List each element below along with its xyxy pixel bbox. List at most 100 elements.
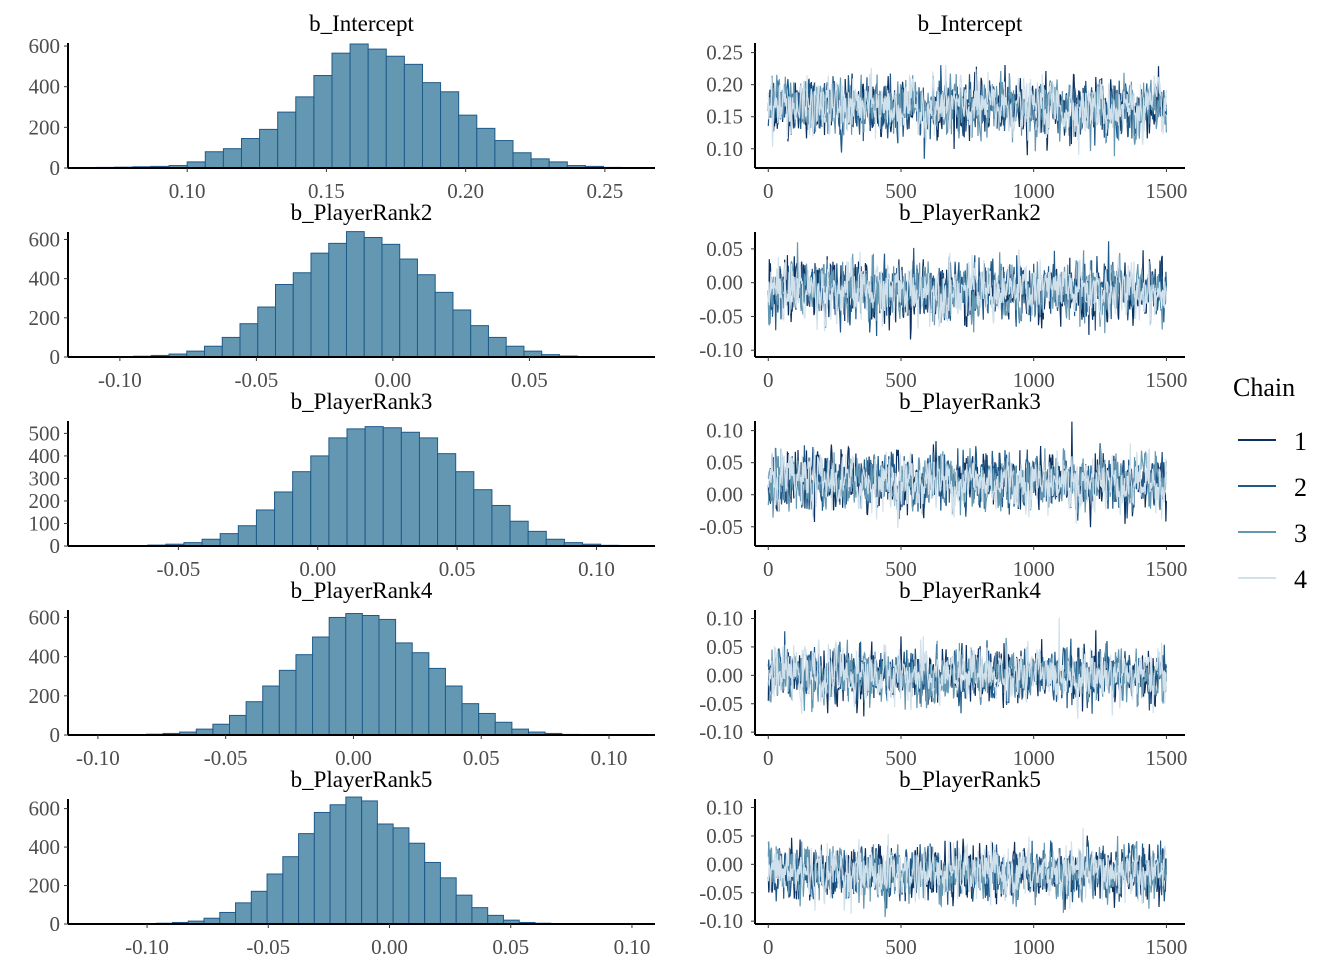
y-tick-label: 0.00 [706, 271, 743, 295]
histogram-bar [361, 614, 380, 736]
y-tick-label: 600 [29, 34, 61, 58]
histogram-bar [295, 96, 315, 169]
histogram-bar [487, 914, 504, 925]
trace-line-chain-3 [767, 242, 1167, 334]
legend-label: 3 [1294, 519, 1307, 548]
histogram-bar [313, 75, 333, 169]
trace-title: b_Intercept [918, 11, 1023, 36]
y-tick-label: 400 [29, 75, 61, 99]
histogram-bar [381, 243, 401, 358]
x-tick-label: 500 [885, 935, 917, 959]
x-tick-label: 0.20 [447, 179, 484, 203]
legend-label: 2 [1294, 473, 1307, 502]
histogram-bar [221, 336, 241, 358]
x-tick-label: 0.05 [463, 746, 500, 770]
x-tick-label: 0 [763, 557, 774, 581]
histogram-bar [478, 712, 496, 736]
histogram-bar [235, 902, 252, 925]
histogram-bar [212, 723, 231, 736]
histogram-bar [470, 325, 489, 358]
histogram-bar [545, 538, 565, 547]
y-tick-label: 200 [29, 874, 61, 898]
legend-label: 1 [1294, 427, 1307, 456]
histogram-panel: b_PlayerRank3 -0.05 0.00 0.05 0.10 0100200300… [29, 389, 655, 581]
histogram-bar [455, 471, 475, 547]
y-tick-label: -0.05 [699, 304, 743, 328]
y-tick-label: 200 [29, 684, 61, 708]
y-tick-label: 0.25 [706, 41, 743, 65]
histogram-bar [239, 323, 259, 358]
x-tick-label: 0.10 [591, 746, 628, 770]
histogram-bar [295, 654, 314, 736]
y-tick-label: 0 [50, 534, 61, 558]
histogram-bar [237, 525, 257, 547]
histogram-bar [277, 111, 297, 169]
y-tick-label: 400 [29, 835, 61, 859]
trace-panel: b_PlayerRank3 0 500 1000 1500 -0.05 0.00 0.05 0.… [699, 389, 1187, 581]
x-tick-label: -0.10 [98, 368, 142, 392]
panel-row-1: b_PlayerRank2 -0.10 -0.05 0.00 0.05 0 200 400 60… [29, 200, 1188, 392]
histogram-bar [399, 258, 418, 358]
panel-row-2: b_PlayerRank3-0.05 0.00 0.05 0.100100200300… [29, 389, 1188, 581]
y-tick-label: 0.00 [706, 663, 743, 687]
histogram-bar [416, 274, 436, 358]
histogram-bar [473, 489, 493, 547]
x-tick-label: 1000 [1013, 935, 1055, 959]
histogram-bar [494, 721, 513, 736]
x-tick-label: 1500 [1145, 557, 1187, 581]
histogram-bar [471, 907, 489, 925]
histogram-bar [361, 800, 378, 925]
x-tick-label: -0.10 [125, 935, 169, 959]
y-tick-label: 0.05 [706, 451, 743, 475]
x-tick-label: 500 [885, 368, 917, 392]
x-tick-label: 0.00 [335, 746, 372, 770]
histogram-bar [345, 231, 365, 358]
histogram-bar [382, 427, 402, 547]
x-tick-label: 0 [763, 179, 774, 203]
panel-row-3: b_PlayerRank4 -0.10 -0.05 0.00 0.05 0.10 0 200 4… [29, 578, 1188, 770]
histogram-bar [328, 616, 347, 736]
y-tick-label: 200 [29, 306, 61, 330]
y-tick-label: 100 [29, 511, 61, 535]
histogram-bar [274, 284, 294, 358]
histogram-bar [418, 437, 439, 547]
histogram-bar [219, 911, 237, 925]
y-tick-label: 0 [50, 723, 61, 747]
histogram-bar [461, 703, 480, 736]
histogram-bar [424, 861, 441, 925]
x-tick-label: 500 [885, 746, 917, 770]
x-tick-label: -0.10 [76, 746, 120, 770]
trace-panel: b_PlayerRank2 0 500 1000 1500 -0.10 -0.05 0.00 0… [699, 200, 1187, 392]
y-tick-label: 600 [29, 227, 61, 251]
histogram-bar [487, 336, 507, 358]
histogram-bar [505, 345, 525, 358]
y-tick-label: 0.00 [706, 483, 743, 507]
trace-title: b_PlayerRank5 [899, 767, 1041, 792]
x-tick-label: 1000 [1013, 179, 1055, 203]
legend-label: 4 [1294, 565, 1307, 594]
histogram-bar [491, 504, 511, 547]
histogram-bar [292, 272, 312, 358]
histogram-bar [259, 128, 279, 169]
histogram-bar [282, 856, 300, 925]
y-tick-label: 0.10 [706, 137, 743, 161]
histogram-bar [329, 804, 347, 925]
y-tick-label: 600 [29, 797, 61, 821]
panel-row-4: b_PlayerRank5 -0.10 -0.05 0.00 0.05 0.10 0 200 4… [29, 767, 1188, 959]
histogram-bar [345, 796, 363, 925]
histogram-bar [328, 437, 348, 547]
y-tick-label: 0.05 [706, 635, 743, 659]
histogram-bar [229, 714, 247, 736]
x-tick-label: 0 [763, 368, 774, 392]
histogram-bar [222, 148, 242, 169]
y-tick-label: -0.05 [699, 881, 743, 905]
histogram-bar [400, 431, 420, 547]
x-tick-label: 0.10 [169, 179, 206, 203]
x-tick-label: 0.10 [614, 935, 651, 959]
histogram-panel: b_PlayerRank5 -0.10 -0.05 0.00 0.05 0.10 0 200 4… [29, 767, 655, 959]
histogram-bar [395, 642, 413, 736]
histogram-bar [201, 538, 221, 547]
y-tick-label: 400 [29, 444, 61, 468]
y-tick-label: -0.10 [699, 338, 743, 362]
histogram-bar [428, 667, 446, 736]
